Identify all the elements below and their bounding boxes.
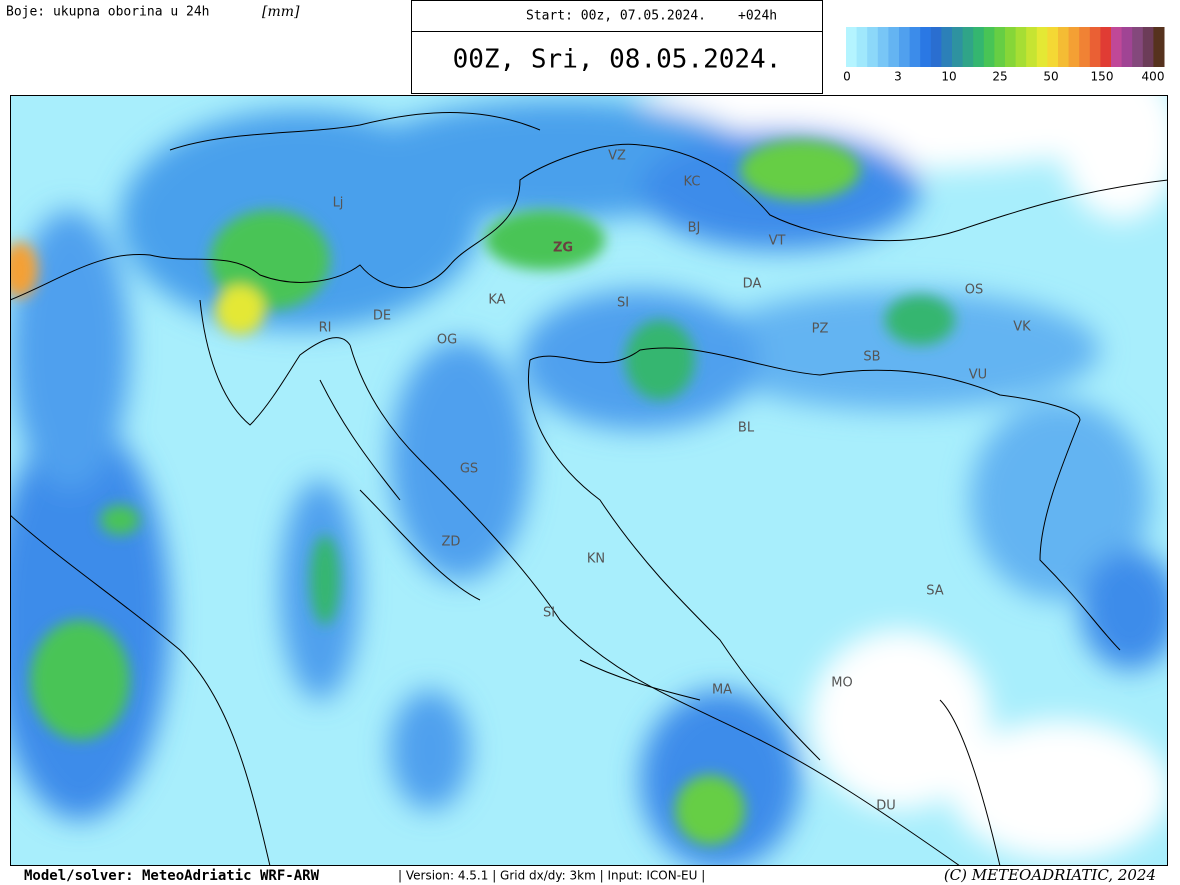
city-label: PZ xyxy=(812,322,829,337)
color-swatch xyxy=(899,27,911,67)
header-box xyxy=(411,0,823,94)
city-label: GS xyxy=(460,462,478,477)
precip-core xyxy=(10,140,955,845)
city-label: DE xyxy=(373,309,391,324)
color-swatch xyxy=(952,27,964,67)
color-swatch xyxy=(1047,27,1059,67)
city-label: MA xyxy=(712,683,732,698)
color-swatch xyxy=(1153,27,1165,67)
color-swatch xyxy=(1142,27,1154,67)
city-label: SI xyxy=(543,606,555,621)
footer-info: | Version: 4.5.1 | Grid dx/dy: 3km | Inp… xyxy=(398,869,705,883)
colorbar-label: 50 xyxy=(1043,70,1058,84)
valid-time: 00Z, Sri, 08.05.2024. xyxy=(453,45,782,75)
color-swatch xyxy=(962,27,974,67)
city-label: OG xyxy=(437,333,457,348)
city-label: DA xyxy=(743,277,762,292)
color-swatch xyxy=(920,27,932,67)
map: VZ KC Lj BJ VT ZG DA KA SI DE OS PZ VK OG SB RI VU BL GS ZD… xyxy=(10,95,1168,866)
color-swatch xyxy=(1015,27,1027,67)
colorbar-label: 400 xyxy=(1142,70,1165,84)
colorbar: 0 3 10 25 50 150 400 xyxy=(843,27,1165,84)
footer-copyright: (C) METEOADRIATIC, 2024 xyxy=(944,866,1156,884)
footer-model: Model/solver: MeteoAdriatic WRF-ARW xyxy=(24,868,320,884)
color-swatch xyxy=(973,27,985,67)
borders xyxy=(10,112,1168,866)
city-label: VK xyxy=(1013,320,1031,335)
city-label: VZ xyxy=(608,149,626,164)
color-swatch xyxy=(941,27,953,67)
color-swatch xyxy=(983,27,995,67)
map-frame xyxy=(10,95,1168,866)
color-swatch xyxy=(1079,27,1091,67)
city-label: SA xyxy=(926,584,943,599)
city-label: KN xyxy=(587,552,605,567)
city-label: VT xyxy=(769,234,786,249)
color-swatch xyxy=(1036,27,1048,67)
color-swatch xyxy=(1121,27,1133,67)
colorbar-label: 150 xyxy=(1091,70,1114,84)
color-swatch xyxy=(1111,27,1123,67)
city-label: ZD xyxy=(442,535,461,550)
lead-time: +024h xyxy=(738,9,777,24)
city-label: KC xyxy=(684,175,701,190)
color-swatch xyxy=(1068,27,1080,67)
color-swatch xyxy=(867,27,879,67)
color-swatch xyxy=(909,27,921,67)
city-label: KA xyxy=(488,293,505,308)
color-swatch xyxy=(1026,27,1038,67)
city-label: VU xyxy=(969,368,987,383)
legend-label: Boje: ukupna oborina u 24h xyxy=(6,5,210,20)
city-label: RI xyxy=(319,321,332,336)
color-swatch xyxy=(856,27,868,67)
city-label: ZG xyxy=(553,241,573,256)
city-label: BJ xyxy=(688,221,701,236)
color-swatch xyxy=(846,27,858,67)
color-swatch xyxy=(888,27,900,67)
city-labels: VZ KC Lj BJ VT ZG DA KA SI DE OS PZ VK OG SB RI VU BL GS ZD… xyxy=(319,149,1032,814)
legend-unit: [mm] xyxy=(262,4,300,20)
city-label: SI xyxy=(617,296,629,311)
city-label: SB xyxy=(863,350,880,365)
color-swatch xyxy=(1058,27,1070,67)
color-swatch xyxy=(1100,27,1112,67)
start-time: Start: 00z, 07.05.2024. xyxy=(526,9,706,24)
color-swatch xyxy=(1005,27,1017,67)
city-label: DU xyxy=(876,799,896,814)
colorbar-label: 10 xyxy=(941,70,956,84)
color-swatch xyxy=(877,27,889,67)
city-label: Lj xyxy=(333,196,344,211)
colorbar-label: 3 xyxy=(894,70,902,84)
colorbar-label: 0 xyxy=(843,70,851,84)
city-label: OS xyxy=(965,283,983,298)
city-label: BL xyxy=(738,421,755,436)
city-label: MO xyxy=(831,676,852,691)
color-swatch xyxy=(1089,27,1101,67)
color-swatch xyxy=(994,27,1006,67)
color-swatch xyxy=(1132,27,1144,67)
colorbar-label: 25 xyxy=(992,70,1007,84)
color-swatch xyxy=(930,27,942,67)
